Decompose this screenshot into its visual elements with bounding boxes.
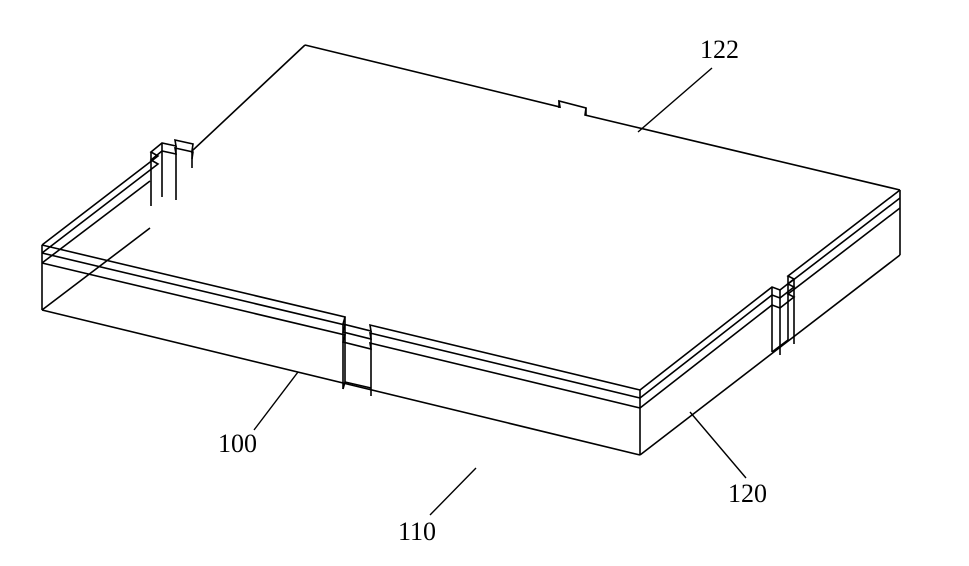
- topface-right-edge: [640, 190, 900, 390]
- leader-100: [254, 372, 298, 430]
- topface-back-edge: [305, 45, 900, 190]
- bottom-front: [42, 310, 640, 455]
- topface-left-edge: [42, 45, 305, 245]
- back-key-geom: [559, 101, 586, 115]
- seam2-front: [42, 263, 640, 408]
- bottom-right: [640, 255, 900, 455]
- figure: 122 100 110 120: [0, 0, 969, 566]
- seam1-front: [42, 253, 640, 398]
- leader-122: [638, 68, 712, 132]
- label-110: 110: [398, 517, 436, 546]
- leader-110: [430, 468, 476, 515]
- seam2-right: [640, 208, 900, 408]
- topface-front-edge: [42, 245, 640, 390]
- seam1-left: [42, 148, 193, 253]
- seam2-left: [42, 181, 150, 263]
- label-100: 100: [218, 429, 257, 458]
- seam1-right: [640, 198, 900, 398]
- leader-120: [690, 412, 746, 478]
- label-122: 122: [700, 35, 739, 64]
- label-120: 120: [728, 479, 767, 508]
